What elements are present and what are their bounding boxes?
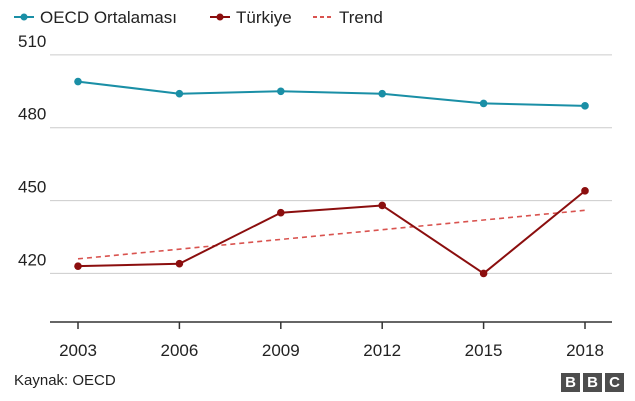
x-axis: 2003 2006 2009 2012 2015 2018 xyxy=(50,321,612,360)
y-axis-ticks: 510 480 450 420 xyxy=(18,32,46,270)
data-point xyxy=(581,187,589,195)
source-note: Kaynak: OECD xyxy=(14,372,116,389)
legend-marker xyxy=(20,13,28,21)
legend-item-oecd-ortalamas: OECD Ortalaması xyxy=(14,8,177,27)
series-line xyxy=(77,80,586,107)
x-tick-label: 2018 xyxy=(566,341,604,360)
bbc-logo-block-3: C xyxy=(605,373,624,392)
x-tick-label: 2012 xyxy=(363,341,401,360)
x-tick-label: 2006 xyxy=(160,341,198,360)
legend-item-turkiye: Türkiye xyxy=(210,8,292,27)
series-lines xyxy=(74,77,589,278)
y-tick-label: 480 xyxy=(18,105,46,124)
gridlines xyxy=(50,54,612,274)
data-point xyxy=(479,269,488,278)
series-oecd-ortalamas xyxy=(74,77,589,110)
bbc-logo: B B C xyxy=(561,373,624,392)
data-point xyxy=(175,259,184,268)
x-tick-label: 2015 xyxy=(465,341,503,360)
legend-label: Trend xyxy=(339,8,383,27)
series-line xyxy=(77,190,586,275)
data-point xyxy=(277,87,285,96)
x-tick-label: 2009 xyxy=(262,341,300,360)
data-point xyxy=(378,89,387,98)
bbc-logo-block-1: B xyxy=(561,373,580,392)
data-point xyxy=(581,102,589,110)
x-tick-label: 2003 xyxy=(59,341,97,360)
legend: OECD Ortalaması Türkiye Trend xyxy=(14,8,383,27)
legend-item-trend: Trend xyxy=(313,8,383,27)
legend-marker xyxy=(216,13,224,21)
data-point xyxy=(479,99,488,108)
y-tick-label: 420 xyxy=(18,250,46,269)
y-tick-label: 510 xyxy=(18,32,46,51)
series-line xyxy=(77,209,586,260)
legend-label: Türkiye xyxy=(236,8,292,27)
data-point xyxy=(277,208,285,217)
bbc-logo-block-2: B xyxy=(583,373,602,392)
line-chart: OECD Ortalaması Türkiye Trend 510 480 450 420… xyxy=(14,8,612,360)
y-tick-label: 450 xyxy=(18,178,46,197)
data-point xyxy=(74,262,82,270)
data-point xyxy=(74,77,82,86)
data-point xyxy=(378,201,387,210)
series-trend xyxy=(77,209,586,260)
series-turkiye xyxy=(74,187,589,278)
legend-label: OECD Ortalaması xyxy=(40,8,177,27)
data-point xyxy=(175,89,184,98)
